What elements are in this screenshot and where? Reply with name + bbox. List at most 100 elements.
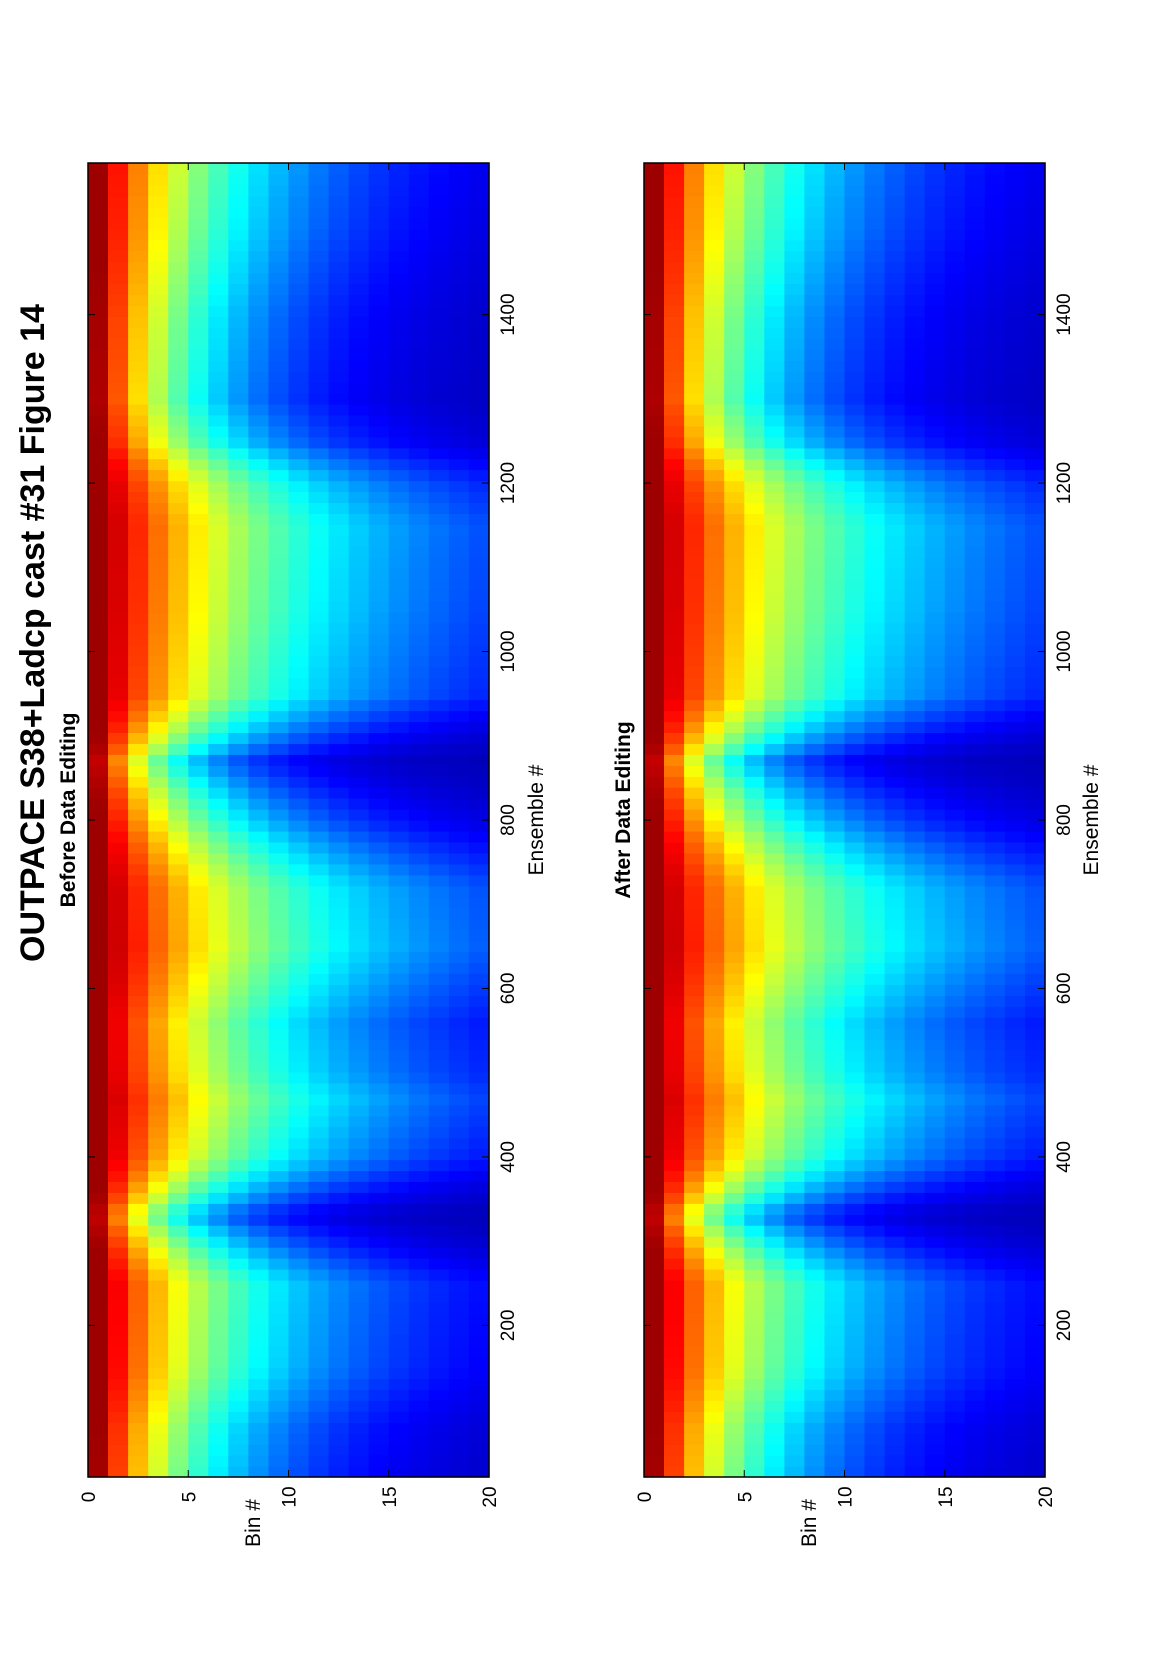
heatmap-cell: [664, 1050, 685, 1062]
heatmap-cell: [704, 940, 725, 952]
heatmap-cell: [904, 480, 926, 493]
heatmap-cell: [704, 1236, 725, 1248]
heatmap-cell: [824, 754, 846, 766]
heatmap-cell: [328, 995, 350, 1007]
heatmap-cell: [308, 195, 330, 208]
heatmap-cell: [148, 743, 169, 755]
heatmap-cell: [844, 1060, 866, 1073]
heatmap-cell: [804, 776, 826, 788]
heatmap-cell: [88, 962, 109, 974]
heatmap-cell: [428, 447, 450, 460]
heatmap-cell: [844, 1389, 866, 1401]
heatmap-cell: [228, 1345, 249, 1358]
heatmap-cell: [308, 1093, 330, 1106]
heatmap-cell: [308, 1411, 330, 1423]
heatmap-cell: [228, 349, 249, 361]
heatmap-cell: [644, 699, 665, 712]
heatmap-cell: [88, 1345, 109, 1358]
heatmap-cell: [684, 557, 705, 569]
heatmap-cell: [328, 644, 350, 657]
heatmap-cell: [348, 261, 370, 274]
heatmap-cell: [664, 688, 685, 701]
heatmap-cell: [1004, 414, 1026, 427]
heatmap-cell: [964, 1247, 986, 1259]
heatmap-cell: [388, 754, 410, 766]
heatmap-cell: [248, 513, 270, 525]
heatmap-cell: [108, 283, 129, 295]
heatmap-cell: [684, 863, 705, 876]
heatmap-cell: [844, 546, 866, 558]
heatmap-cell: [844, 393, 866, 405]
heatmap-cell: [684, 1071, 705, 1084]
heatmap-cell: [664, 973, 685, 985]
heatmap-cell: [984, 1236, 1006, 1248]
heatmap-cell: [428, 1039, 450, 1051]
heatmap-cell: [664, 1039, 685, 1051]
heatmap-cell: [764, 469, 785, 482]
heatmap-cell: [248, 425, 270, 438]
heatmap-cell: [864, 798, 886, 810]
heatmap-cell: [944, 896, 966, 909]
heatmap-cell: [308, 568, 330, 580]
heatmap-cell: [88, 1367, 109, 1380]
heatmap-cell: [904, 907, 926, 920]
heatmap-cell: [704, 1137, 725, 1150]
heatmap-cell: [468, 557, 490, 569]
heatmap-cell: [268, 1126, 290, 1139]
heatmap-cell: [844, 272, 866, 285]
heatmap-cell: [904, 272, 926, 285]
heatmap-cell: [188, 338, 209, 350]
heatmap-cell: [368, 261, 390, 274]
heatmap-cell: [744, 677, 765, 690]
heatmap-cell: [228, 1039, 249, 1051]
heatmap-cell: [704, 414, 725, 427]
heatmap-cell: [664, 195, 685, 208]
heatmap-cell: [764, 1433, 785, 1445]
heatmap-cell: [208, 228, 229, 241]
heatmap-cell: [784, 809, 805, 821]
heatmap-cell: [308, 1159, 330, 1172]
heatmap-cell: [188, 612, 209, 624]
heatmap-cell: [744, 841, 765, 854]
heatmap-cell: [1025, 1247, 1046, 1259]
heatmap-cell: [764, 1334, 785, 1347]
heatmap-cell: [468, 174, 490, 186]
heatmap-cell: [944, 644, 966, 657]
heatmap-cell: [744, 338, 765, 350]
heatmap-cell: [744, 1159, 765, 1172]
heatmap-cell: [388, 885, 410, 898]
heatmap-cell: [984, 809, 1006, 821]
heatmap-cell: [208, 513, 229, 525]
heatmap-cell: [984, 1411, 1006, 1423]
heatmap-cell: [88, 1258, 109, 1270]
heatmap-cell: [1025, 622, 1046, 635]
heatmap-cell: [388, 666, 410, 679]
heatmap-cell: [128, 1466, 149, 1478]
heatmap-cell: [764, 907, 785, 920]
heatmap-cell: [704, 1247, 725, 1259]
heatmap-cell: [308, 217, 330, 230]
heatmap-cell: [944, 1148, 966, 1161]
heatmap-cell: [864, 163, 886, 175]
heatmap-cell: [644, 852, 665, 865]
heatmap-cell: [368, 360, 390, 372]
heatmap-cell: [684, 1028, 705, 1040]
heatmap-cell: [328, 272, 350, 285]
heatmap-cell: [864, 1192, 886, 1204]
heatmap-cell: [408, 809, 430, 821]
heatmap-cell: [1004, 491, 1026, 503]
heatmap-cell: [644, 885, 665, 898]
heatmap-cell: [448, 951, 470, 963]
heatmap-cell: [904, 1104, 926, 1117]
heatmap-cell: [328, 1367, 350, 1380]
heatmap-cell: [904, 1411, 926, 1423]
heatmap-cell: [664, 1006, 685, 1018]
heatmap-cell: [348, 1225, 370, 1237]
heatmap-cell: [924, 217, 946, 230]
heatmap-cell: [984, 1290, 1006, 1303]
x-tick-label: 1000: [1054, 630, 1075, 672]
heatmap-cell: [88, 1170, 109, 1182]
heatmap-cell: [88, 841, 109, 854]
heatmap-cell: [904, 206, 926, 219]
heatmap-cell: [248, 184, 270, 197]
